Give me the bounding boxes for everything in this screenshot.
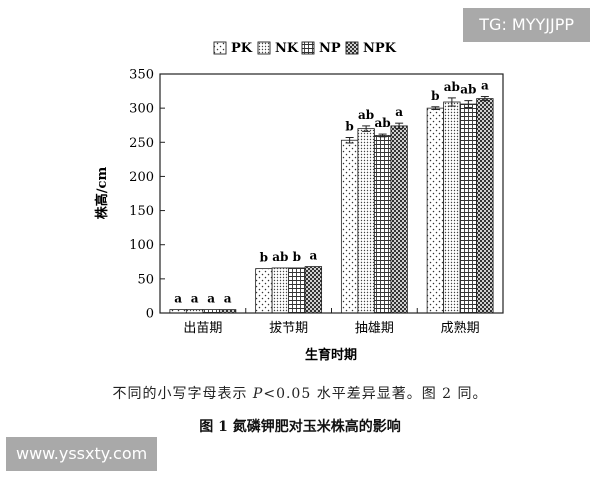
y-tick-label: 250 (129, 136, 154, 151)
legend: PK NK NP NPK (213, 41, 397, 56)
legend-swatch (345, 41, 359, 55)
significance-label: ab (272, 250, 288, 264)
significance-label: a (174, 292, 182, 306)
legend-label: NP (319, 41, 341, 56)
footnote: 不同的小写字母表示 P<0.05 水平差异显著。图 2 同。 (0, 383, 600, 403)
significance-label: a (191, 292, 199, 306)
significance-label: ab (375, 116, 391, 130)
figure-caption: 图 1 氮磷钾肥对玉米株高的影响 (199, 419, 401, 435)
significance-label: a (481, 79, 489, 93)
watermark-url: www.yssxty.com (6, 437, 158, 471)
x-tick-label: 成熟期 (441, 320, 480, 336)
legend-swatch (213, 41, 227, 55)
significance-label: a (395, 105, 403, 119)
bar-group (169, 96, 494, 314)
significance-label: b (293, 250, 301, 264)
bar (340, 139, 359, 314)
bar (357, 128, 375, 314)
bar (476, 98, 494, 314)
y-tick-label: 300 (129, 102, 154, 117)
x-tick-label: 抽雄期 (355, 321, 394, 336)
significance-label: ab (358, 108, 374, 122)
bar (288, 267, 306, 314)
footnote-text-2: <0.05 水平差异显著。图 2 同。 (263, 386, 488, 402)
bar (271, 267, 290, 314)
y-tick-label: 100 (129, 238, 154, 253)
bar (443, 101, 461, 314)
y-tick-label: 150 (129, 204, 154, 219)
y-tick-label: 0 (146, 307, 154, 322)
significance-label: ab (460, 83, 476, 97)
legend-label: NK (275, 41, 299, 56)
legend-label: NPK (363, 41, 397, 56)
bar (373, 135, 392, 314)
bar (304, 266, 323, 314)
axes: 0 50 100 150 200 250 300 350 出苗期 拔节期 抽雄期 成熟期 (129, 68, 504, 336)
y-axis-title: 株高/cm (94, 167, 110, 220)
y-tick-label: 200 (129, 170, 154, 185)
significance-label: b (345, 120, 353, 134)
footnote-p-symbol: P (252, 386, 264, 402)
legend-label: PK (231, 41, 253, 56)
legend-swatch (301, 41, 315, 55)
bar (426, 107, 445, 314)
y-tick-label: 50 (137, 272, 154, 287)
legend-swatch (257, 41, 271, 55)
significance-label: a (207, 292, 215, 306)
bar (459, 103, 478, 314)
x-tick-label: 拔节期 (269, 321, 308, 336)
bar (390, 125, 408, 314)
y-tick-label: 350 (129, 68, 154, 83)
x-tick-label: 出苗期 (183, 321, 222, 336)
significance-label: a (309, 249, 317, 263)
footnote-text-1: 不同的小写字母表示 (112, 386, 253, 402)
x-axis-title: 生育时期 (305, 347, 357, 363)
watermark-tg: TG: MYYJJPP (463, 8, 590, 42)
significance-label: a (224, 292, 232, 306)
significance-label: ab (444, 80, 460, 94)
bar (255, 268, 273, 314)
significance-label: b (431, 89, 439, 103)
significance-label: b (260, 251, 268, 265)
